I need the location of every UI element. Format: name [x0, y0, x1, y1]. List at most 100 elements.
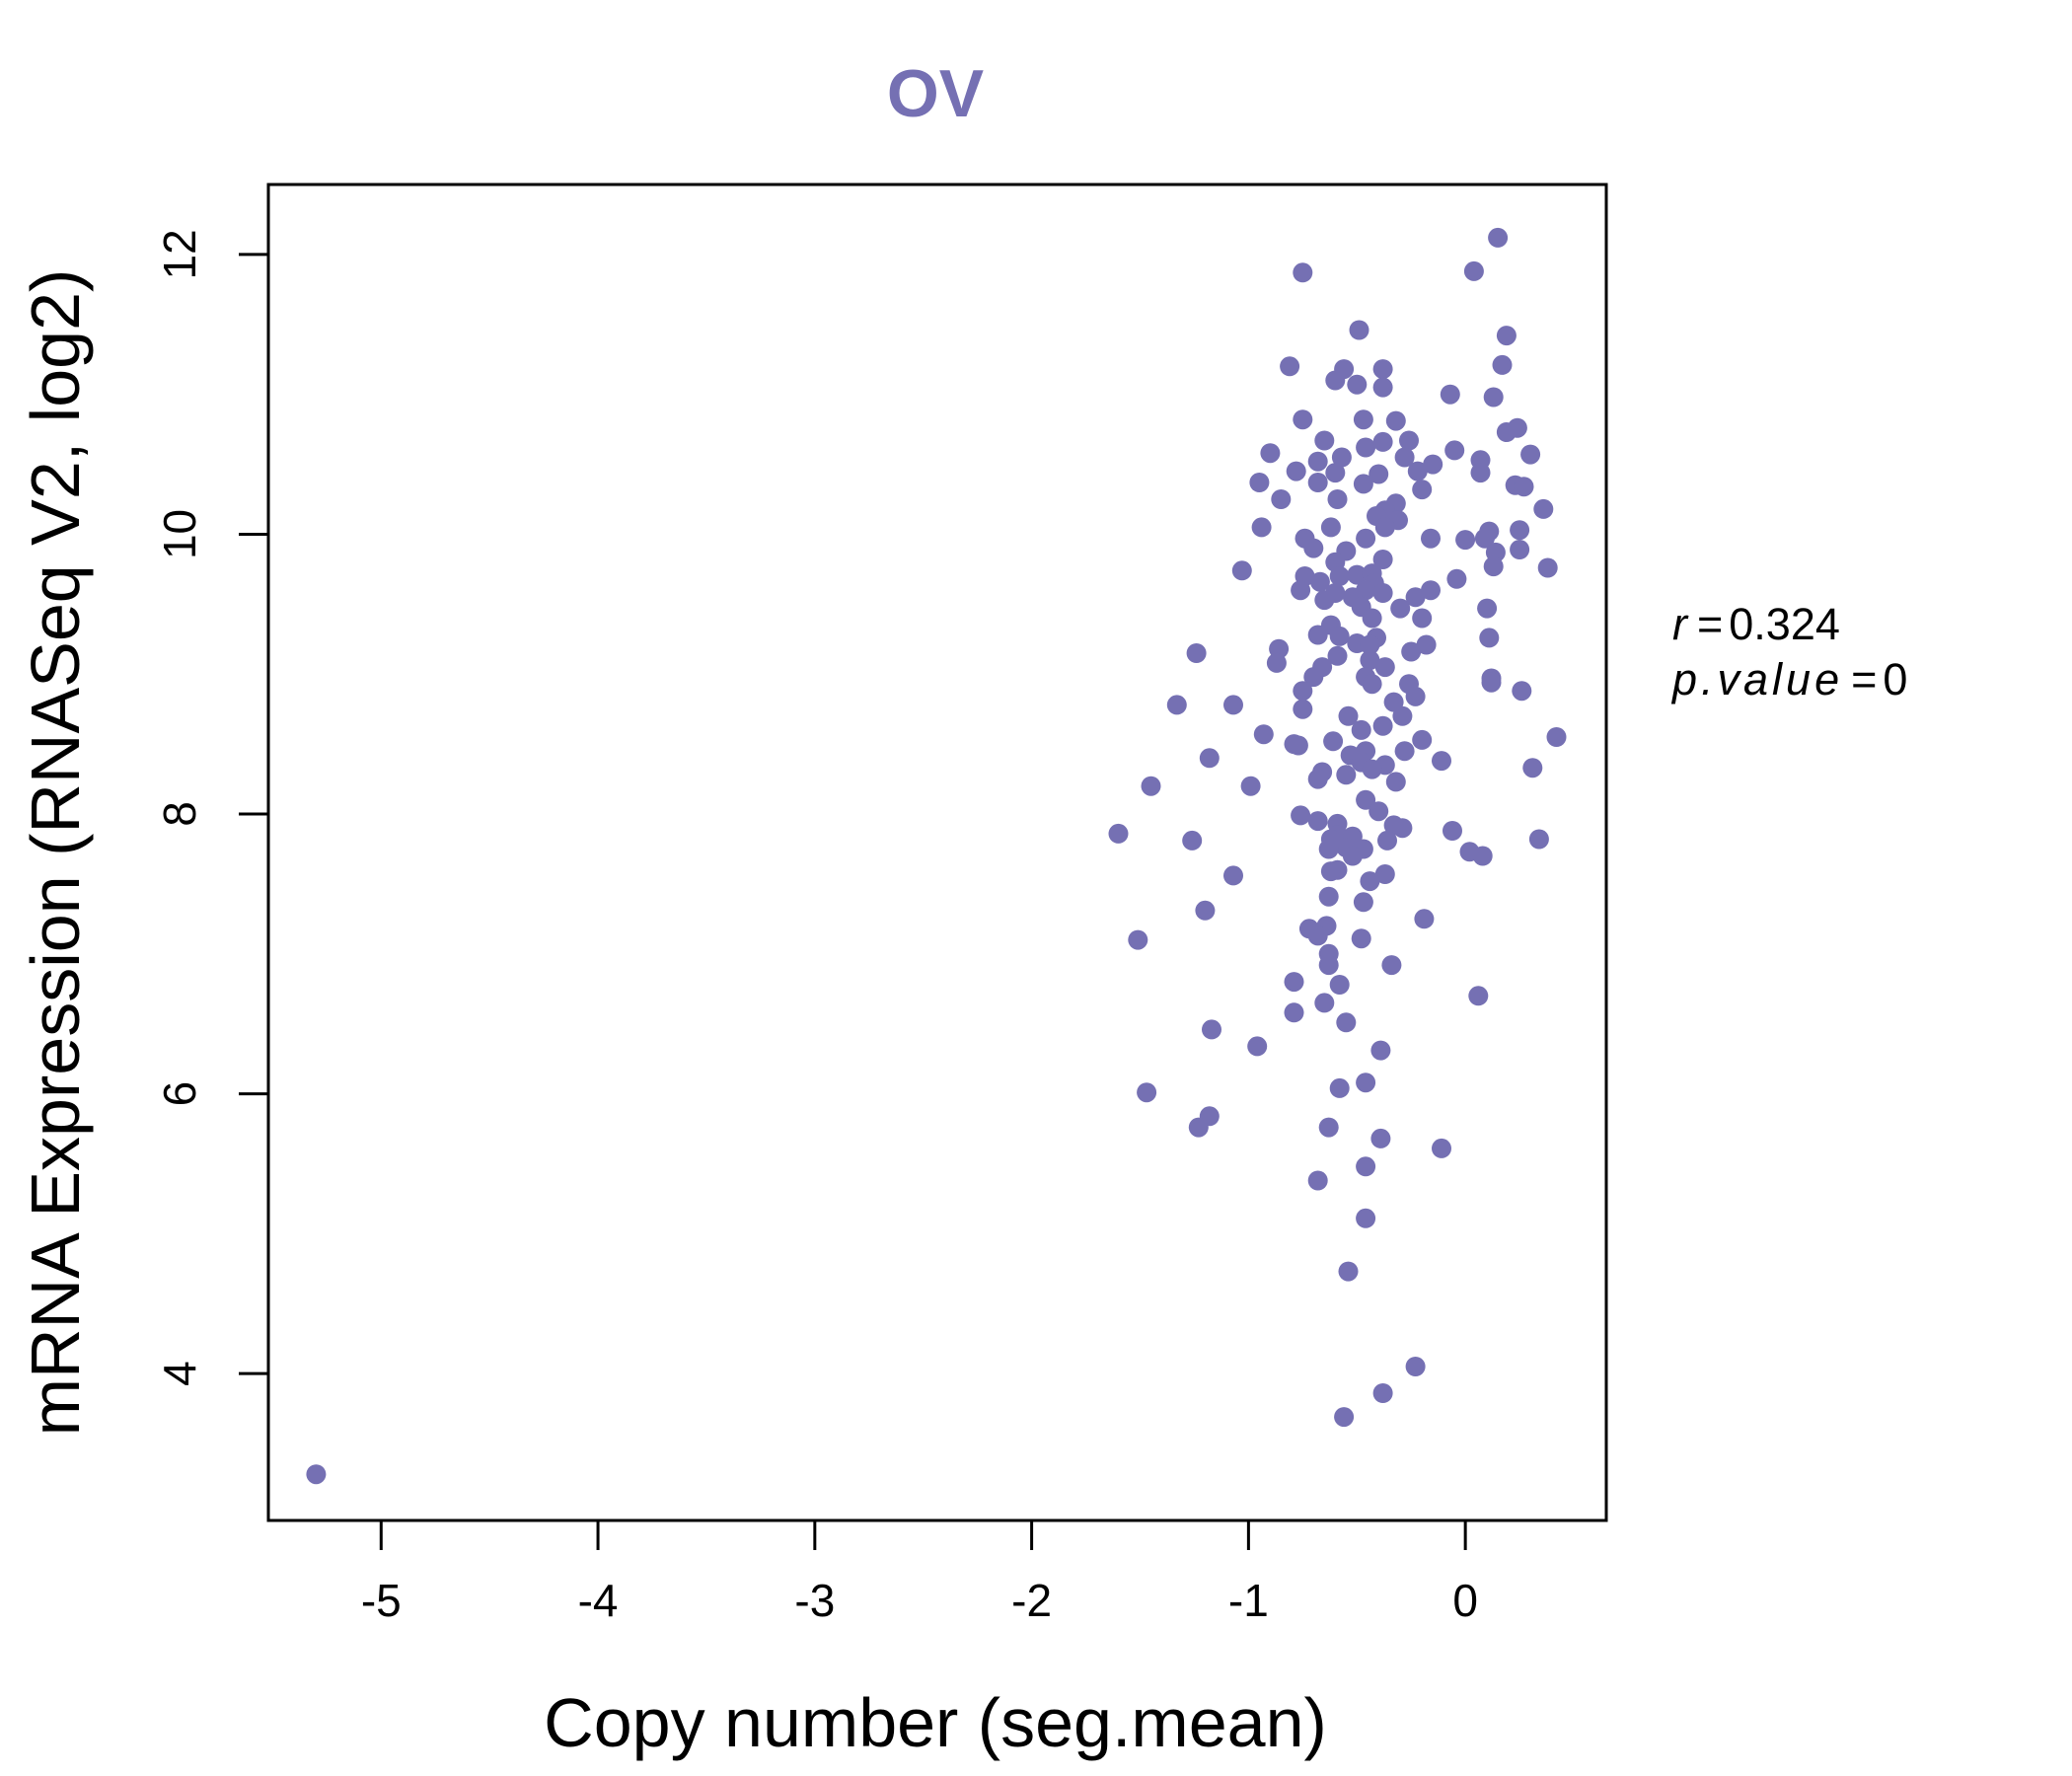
- data-point: [1479, 628, 1500, 648]
- data-point: [1347, 374, 1368, 395]
- data-point: [1481, 672, 1502, 693]
- data-point: [1338, 1261, 1359, 1282]
- data-point: [1293, 681, 1313, 702]
- r-stat: r = 0.324: [1672, 599, 1840, 649]
- data-point: [1546, 727, 1567, 747]
- data-point: [1291, 580, 1311, 601]
- data-point: [1385, 772, 1406, 792]
- data-point: [1128, 929, 1148, 950]
- data-point: [1186, 643, 1207, 663]
- data-point: [1533, 498, 1554, 519]
- data-point: [1488, 227, 1509, 248]
- data-point: [1444, 440, 1465, 461]
- data-point: [1253, 724, 1274, 745]
- data-point: [1477, 598, 1498, 619]
- data-point: [1182, 830, 1203, 851]
- p-value: 0: [1883, 654, 1907, 704]
- data-point: [1349, 320, 1369, 340]
- data-point: [1318, 955, 1339, 976]
- data-point: [1374, 517, 1395, 538]
- data-point: [1423, 454, 1443, 475]
- data-point: [1141, 776, 1161, 796]
- data-point: [1496, 326, 1517, 346]
- p-label: p.value: [1670, 654, 1843, 704]
- data-point: [1537, 557, 1558, 578]
- data-point: [306, 1464, 327, 1485]
- points-layer: [306, 227, 1567, 1485]
- data-point: [1329, 1077, 1350, 1098]
- data-point: [1356, 437, 1376, 458]
- data-point: [1353, 474, 1373, 494]
- data-point: [1223, 865, 1243, 886]
- data-point: [1347, 564, 1368, 585]
- data-point: [1353, 892, 1373, 913]
- data-point: [1414, 909, 1435, 929]
- data-point: [1374, 657, 1395, 678]
- data-point: [1271, 489, 1292, 509]
- data-point: [1249, 473, 1270, 492]
- data-point: [1369, 801, 1389, 822]
- y-tick-label: 6: [154, 1081, 205, 1107]
- data-point: [1392, 818, 1413, 839]
- data-point: [1472, 846, 1493, 866]
- data-point: [1318, 886, 1339, 907]
- y-tick-label: 10: [154, 509, 205, 559]
- data-point: [1325, 370, 1346, 391]
- data-point: [1470, 463, 1491, 483]
- x-tick-label: 0: [1452, 1575, 1478, 1626]
- data-point: [1166, 695, 1187, 715]
- data-point: [1412, 480, 1433, 500]
- data-point: [1377, 830, 1397, 851]
- data-point: [1314, 430, 1335, 451]
- data-point: [1390, 598, 1411, 619]
- data-point: [1314, 993, 1335, 1013]
- data-point: [1468, 986, 1489, 1006]
- data-point: [1440, 384, 1460, 405]
- data-point: [1356, 789, 1376, 810]
- data-point: [1520, 444, 1541, 465]
- data-point: [1372, 583, 1393, 603]
- data-point: [1351, 719, 1371, 740]
- data-point: [1514, 477, 1534, 497]
- data-point: [1362, 608, 1382, 629]
- data-point: [1407, 461, 1428, 481]
- data-point: [1325, 463, 1346, 483]
- data-point: [1309, 571, 1330, 592]
- data-point: [1307, 451, 1328, 472]
- data-point: [1320, 861, 1341, 882]
- y-axis: 4 6 8 10 12: [154, 229, 270, 1386]
- data-point: [1369, 464, 1389, 484]
- y-tick-label: 4: [154, 1361, 205, 1386]
- data-point: [1331, 447, 1352, 468]
- data-point: [1507, 417, 1527, 438]
- data-point: [1329, 566, 1350, 586]
- data-point: [1372, 550, 1393, 569]
- y-axis-label: mRNA Expression (RNASeq V2, log2): [17, 269, 94, 1437]
- data-point: [1401, 641, 1422, 662]
- data-point: [1510, 520, 1530, 541]
- data-point: [1199, 748, 1220, 769]
- data-point: [1288, 735, 1308, 756]
- data-point: [1512, 681, 1532, 702]
- x-tick-label: -2: [1011, 1575, 1052, 1626]
- x-tick-label: -3: [794, 1575, 835, 1626]
- data-point: [1336, 1012, 1357, 1033]
- data-point: [1307, 811, 1328, 832]
- data-point: [1137, 1082, 1157, 1103]
- data-point: [1351, 928, 1371, 949]
- data-point: [1416, 634, 1437, 655]
- data-point: [1412, 729, 1433, 750]
- data-point: [1362, 674, 1382, 695]
- data-point: [1307, 925, 1328, 946]
- r-value: 0.324: [1729, 599, 1840, 649]
- data-point: [1307, 473, 1328, 492]
- data-point: [1284, 1002, 1304, 1023]
- p-stat: p.value = 0: [1670, 654, 1907, 704]
- data-point: [1307, 625, 1328, 645]
- data-point: [1327, 489, 1348, 509]
- data-point: [1412, 608, 1433, 629]
- data-point: [1510, 540, 1530, 559]
- data-point: [1247, 1036, 1268, 1057]
- data-point: [1372, 715, 1393, 736]
- p-equals: =: [1851, 654, 1877, 704]
